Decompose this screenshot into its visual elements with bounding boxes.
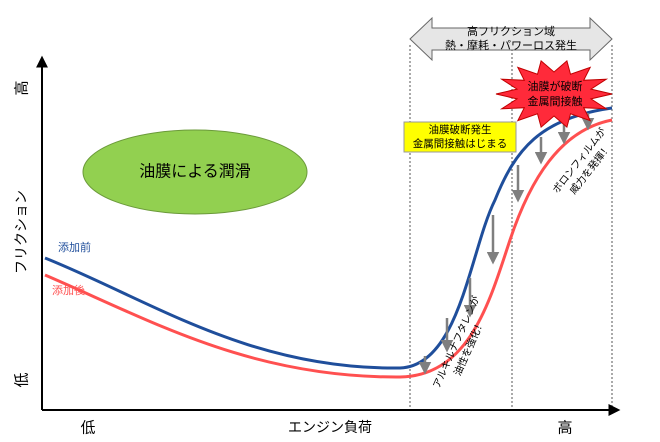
onset-line: 金属間接触はじまる [413, 137, 508, 150]
legend-after: 添加後 [52, 283, 85, 297]
burst-line: 金属間接触 [528, 94, 583, 108]
lubrication-ellipse [82, 129, 308, 215]
y-high: 高 [13, 80, 31, 95]
x-label: エンジン負荷 [288, 420, 372, 436]
lubrication-label: 油膜による潤滑 [139, 162, 251, 181]
curve-after [44, 118, 613, 379]
zone-subtitle: 熱・摩耗・パワーロス発生 [445, 38, 577, 52]
zone-title: 高フリクション域 [467, 24, 555, 38]
burst-star [495, 60, 613, 128]
onset-line: 油膜破断発生 [429, 123, 492, 136]
burst-line: 油膜が破断 [528, 79, 583, 93]
legend-before: 添加前 [58, 240, 91, 254]
reduction-arrows [418, 113, 595, 375]
x-high: 高 [557, 419, 572, 437]
curve-before [44, 106, 613, 370]
y-low: 低 [13, 372, 31, 387]
onset-box [403, 121, 517, 153]
x-low: 低 [80, 419, 95, 437]
y-label: フリクション [14, 190, 30, 274]
zone-arrow [409, 16, 613, 62]
